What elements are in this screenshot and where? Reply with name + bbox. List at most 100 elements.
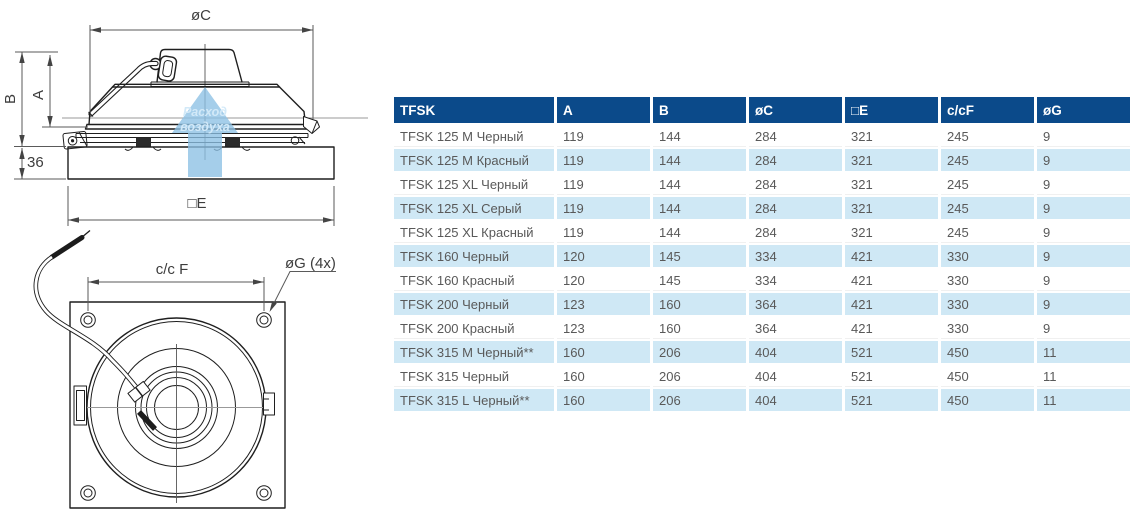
model-cell: TFSK 315 Черный xyxy=(394,365,554,387)
value-cell: 245 xyxy=(941,125,1034,147)
model-cell: TFSK 315 M Черный** xyxy=(394,341,554,363)
value-cell: 206 xyxy=(653,341,746,363)
cable-clamp xyxy=(136,410,158,431)
dim-36: 36 xyxy=(14,148,66,180)
value-cell: 521 xyxy=(845,365,938,387)
motor-box xyxy=(156,48,243,83)
table-row: TFSK 315 M Черный** 160 206 404 521 450 11 xyxy=(394,341,1130,363)
column-header: □E xyxy=(845,97,938,123)
dim-a: A xyxy=(30,55,88,128)
value-cell: 245 xyxy=(941,173,1034,195)
connector-plug xyxy=(157,55,178,82)
value-cell: 123 xyxy=(557,317,650,339)
value-cell: 9 xyxy=(1037,197,1130,219)
mounting-clip xyxy=(62,131,88,150)
value-cell: 9 xyxy=(1037,221,1130,243)
value-cell: 521 xyxy=(845,389,938,411)
value-cell: 9 xyxy=(1037,173,1130,195)
value-cell: 284 xyxy=(749,173,842,195)
value-cell: 450 xyxy=(941,341,1034,363)
table-row: TFSK 125 XL Серый 119 144 284 321 245 9 xyxy=(394,197,1130,219)
column-header: A xyxy=(557,97,650,123)
table-row: TFSK 315 Черный 160 206 404 521 450 11 xyxy=(394,365,1130,387)
value-cell: 321 xyxy=(845,173,938,195)
model-cell: TFSK 125 M Черный xyxy=(394,125,554,147)
bottom-view-diagram: c/c F øG (4x) xyxy=(33,230,336,509)
deflector-flap xyxy=(303,116,320,134)
value-cell: 123 xyxy=(557,293,650,315)
value-cell: 364 xyxy=(749,317,842,339)
value-cell: 119 xyxy=(557,125,650,147)
corner-hole xyxy=(256,312,272,328)
value-cell: 321 xyxy=(845,221,938,243)
mounting-plate xyxy=(69,301,286,509)
value-cell: 404 xyxy=(749,365,842,387)
table-row: TFSK 200 Черный 123 160 364 421 330 9 xyxy=(394,293,1130,315)
dim-e-label: □E xyxy=(187,195,206,212)
column-header: øG xyxy=(1037,97,1130,123)
model-cell: TFSK 315 L Черный** xyxy=(394,389,554,411)
value-cell: 245 xyxy=(941,221,1034,243)
value-cell: 119 xyxy=(557,149,650,171)
power-cable xyxy=(33,230,139,390)
value-cell: 120 xyxy=(557,245,650,267)
value-cell: 160 xyxy=(557,389,650,411)
dim-oc: øC xyxy=(89,7,314,119)
value-cell: 9 xyxy=(1037,245,1130,267)
table-row: TFSK 125 M Красный 119 144 284 321 245 9 xyxy=(394,149,1130,171)
airflow-arrow: Расход воздуха xyxy=(172,87,238,177)
value-cell: 245 xyxy=(941,197,1034,219)
column-header: B xyxy=(653,97,746,123)
table-row: TFSK 160 Красный 120 145 334 421 330 9 xyxy=(394,269,1130,291)
value-cell: 11 xyxy=(1037,341,1130,363)
value-cell: 404 xyxy=(749,389,842,411)
value-cell: 11 xyxy=(1037,389,1130,411)
value-cell: 421 xyxy=(845,245,938,267)
value-cell: 160 xyxy=(557,365,650,387)
column-header: c/cF xyxy=(941,97,1034,123)
value-cell: 334 xyxy=(749,269,842,291)
value-cell: 330 xyxy=(941,317,1034,339)
corner-hole xyxy=(80,312,96,328)
value-cell: 421 xyxy=(845,317,938,339)
dim-e: □E xyxy=(67,186,335,226)
dim-oc-label: øC xyxy=(191,7,211,24)
airflow-label-line2: воздуха xyxy=(180,120,230,134)
model-cell: TFSK 125 M Красный xyxy=(394,149,554,171)
dim-ccf-label: c/c F xyxy=(156,261,189,278)
value-cell: 145 xyxy=(653,269,746,291)
value-cell: 284 xyxy=(749,197,842,219)
value-cell: 421 xyxy=(845,293,938,315)
dim-og: øG (4x) xyxy=(269,255,336,312)
value-cell: 284 xyxy=(749,149,842,171)
column-header: TFSK xyxy=(394,97,554,123)
value-cell: 119 xyxy=(557,221,650,243)
dim-og-label: øG (4x) xyxy=(285,255,336,272)
left-rim-tab xyxy=(73,385,87,426)
dim-36-label: 36 xyxy=(27,154,44,171)
handle xyxy=(88,60,159,117)
value-cell: 144 xyxy=(653,173,746,195)
value-cell: 9 xyxy=(1037,317,1130,339)
table-row: TFSK 315 L Черный** 160 206 404 521 450 11 xyxy=(394,389,1130,411)
value-cell: 9 xyxy=(1037,293,1130,315)
value-cell: 9 xyxy=(1037,125,1130,147)
value-cell: 11 xyxy=(1037,365,1130,387)
dim-a-label: A xyxy=(30,90,47,100)
column-header: øC xyxy=(749,97,842,123)
value-cell: 206 xyxy=(653,365,746,387)
right-rim-tab xyxy=(263,392,275,416)
value-cell: 364 xyxy=(749,293,842,315)
table-row: TFSK 125 XL Черный 119 144 284 321 245 9 xyxy=(394,173,1130,195)
value-cell: 120 xyxy=(557,269,650,291)
terminal-block xyxy=(127,380,151,403)
value-cell: 450 xyxy=(941,365,1034,387)
value-cell: 144 xyxy=(653,149,746,171)
corner-hole xyxy=(80,485,96,501)
value-cell: 330 xyxy=(941,293,1034,315)
table-row: TFSK 125 XL Красный 119 144 284 321 245 9 xyxy=(394,221,1130,243)
